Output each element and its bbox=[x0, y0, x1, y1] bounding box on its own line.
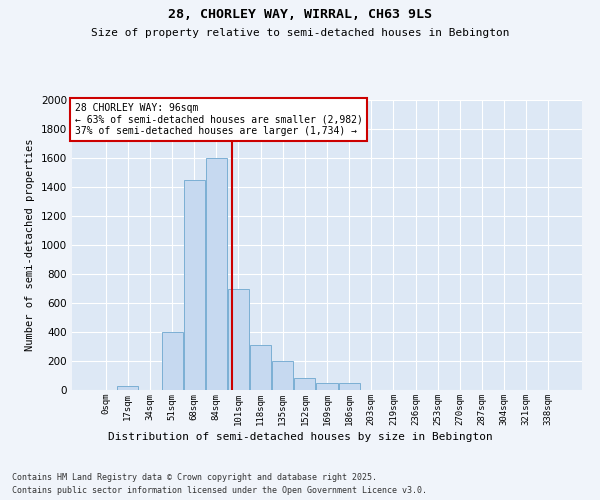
Bar bbox=[338, 383, 359, 390]
Bar bbox=[228, 288, 249, 390]
Bar bbox=[295, 378, 316, 390]
Text: Contains HM Land Registry data © Crown copyright and database right 2025.: Contains HM Land Registry data © Crown c… bbox=[12, 472, 377, 482]
Bar bbox=[161, 332, 182, 390]
Text: Distribution of semi-detached houses by size in Bebington: Distribution of semi-detached houses by … bbox=[107, 432, 493, 442]
Text: 28, CHORLEY WAY, WIRRAL, CH63 9LS: 28, CHORLEY WAY, WIRRAL, CH63 9LS bbox=[168, 8, 432, 20]
Y-axis label: Number of semi-detached properties: Number of semi-detached properties bbox=[25, 138, 35, 352]
Bar bbox=[250, 345, 271, 390]
Bar bbox=[272, 361, 293, 390]
Bar bbox=[316, 383, 338, 390]
Text: 28 CHORLEY WAY: 96sqm
← 63% of semi-detached houses are smaller (2,982)
37% of s: 28 CHORLEY WAY: 96sqm ← 63% of semi-deta… bbox=[74, 103, 362, 136]
Bar bbox=[206, 158, 227, 390]
Text: Size of property relative to semi-detached houses in Bebington: Size of property relative to semi-detach… bbox=[91, 28, 509, 38]
Bar bbox=[118, 386, 139, 390]
Text: Contains public sector information licensed under the Open Government Licence v3: Contains public sector information licen… bbox=[12, 486, 427, 495]
Bar bbox=[184, 180, 205, 390]
